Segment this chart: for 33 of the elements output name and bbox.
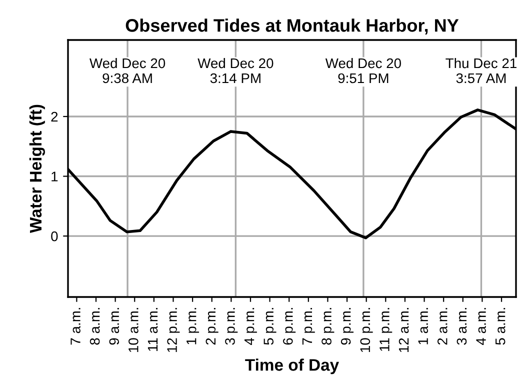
x-tick-label: 2 a.m. bbox=[437, 308, 448, 345]
x-tick-label: 9 p.m. bbox=[340, 308, 354, 345]
y-tick-label: 2 bbox=[51, 112, 58, 122]
x-tick-label: 1 p.m. bbox=[186, 308, 200, 344]
y-tick-label: 0 bbox=[51, 231, 58, 242]
ref-line-label: Thu Dec 21 3:57 AM bbox=[446, 58, 516, 84]
x-tick-label: 10 a.m. bbox=[128, 308, 138, 352]
x-tick-label: 4 a.m. bbox=[476, 308, 486, 345]
x-tick-label: 7 p.m. bbox=[302, 308, 315, 345]
x-tick-label: 3 a.m. bbox=[456, 308, 467, 345]
x-tick-label: 8 p.m. bbox=[322, 308, 334, 345]
ref-line-label: Wed Dec 20 3:14 PM bbox=[198, 58, 274, 84]
y-axis-title: Water Height (ft) bbox=[29, 104, 45, 233]
x-tick-label: 3 p.m. bbox=[225, 308, 238, 345]
x-tick-label: 12 a.m. bbox=[398, 308, 409, 352]
x-tick-label: 6 p.m. bbox=[282, 308, 296, 345]
x-tick-label: 11 p.m. bbox=[380, 308, 392, 351]
x-tick-label: 10 p.m. bbox=[360, 308, 373, 352]
x-tick-label: 1 a.m. bbox=[418, 308, 428, 344]
x-tick-label: 8 a.m. bbox=[90, 308, 100, 345]
x-tick-label: 7 a.m. bbox=[70, 308, 80, 345]
chart-title: Observed Tides at Montauk Harbor, NY bbox=[126, 18, 459, 34]
x-tick-label: 2 p.m. bbox=[206, 308, 218, 345]
x-tick-label: 5 p.m. bbox=[264, 308, 276, 345]
x-tick-label: 5 a.m. bbox=[496, 308, 506, 345]
x-tick-label: 12 p.m. bbox=[167, 308, 180, 352]
y-tick-label: 1 bbox=[52, 172, 58, 182]
x-axis-title: Time of Day bbox=[245, 358, 339, 374]
ref-line-label: Wed Dec 20 9:51 PM bbox=[325, 58, 401, 84]
ref-line-label: Wed Dec 20 9:38 AM bbox=[90, 58, 166, 84]
x-tick-label: 11 a.m. bbox=[148, 308, 158, 351]
x-tick-label: 4 p.m. bbox=[244, 308, 257, 345]
x-tick-label: 9 a.m. bbox=[109, 308, 120, 345]
